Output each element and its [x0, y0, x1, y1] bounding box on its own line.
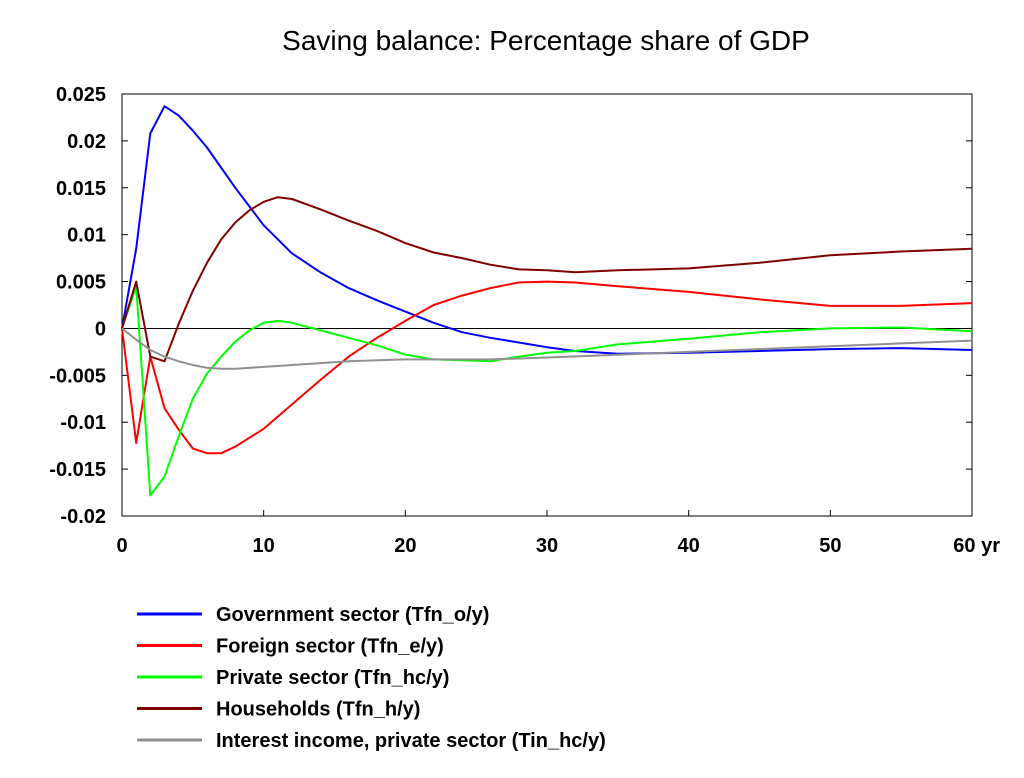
- y-tick-label: 0.015: [56, 178, 106, 200]
- x-tick-label: 50: [819, 535, 841, 557]
- chart-title: Saving balance: Percentage share of GDP: [282, 25, 810, 56]
- x-tick-label: 30: [536, 535, 558, 557]
- x-tick-label: 60 yr: [953, 535, 1000, 557]
- y-axis: 0.025 0.02 0.015 0.01 0.005 0 -0.005 -0.01 -0.01…: [49, 84, 972, 528]
- legend-label-5: Interest income, private sector (Tin_hc/…: [216, 730, 606, 752]
- series-line-2: [121, 280, 973, 455]
- x-tick-label: 20: [394, 535, 416, 557]
- y-tick-label: 0.025: [56, 84, 106, 106]
- y-tick-label: 0.02: [67, 131, 106, 153]
- y-tick-label: 0.01: [67, 225, 106, 247]
- x-tick-label: 0: [116, 535, 127, 557]
- y-tick-label: 0.005: [56, 272, 106, 294]
- legend-label-2: Foreign sector (Tfn_e/y): [216, 636, 444, 658]
- y-tick-label: -0.01: [60, 412, 106, 434]
- series-line-4: [121, 196, 973, 363]
- y-tick-label: -0.005: [49, 365, 106, 387]
- x-tick-label: 40: [678, 535, 700, 557]
- y-tick-label: 0: [95, 318, 106, 340]
- series-line-5: [121, 327, 973, 370]
- x-tick-label: 10: [253, 535, 275, 557]
- series-line-3: [121, 285, 973, 497]
- legend-label-4: Households (Tfn_h/y): [216, 699, 420, 721]
- y-tick-label: -0.02: [60, 506, 106, 528]
- y-tick-label: -0.015: [49, 459, 106, 481]
- x-axis: 0 10 20 30 40 50 60 yr: [116, 510, 1000, 557]
- legend: Government sector (Tfn_o/y) Foreign secto…: [137, 604, 606, 752]
- legend-label-1: Government sector (Tfn_o/y): [216, 604, 489, 626]
- legend-label-3: Private sector (Tfn_hc/y): [216, 667, 449, 689]
- series-lines: [121, 105, 973, 497]
